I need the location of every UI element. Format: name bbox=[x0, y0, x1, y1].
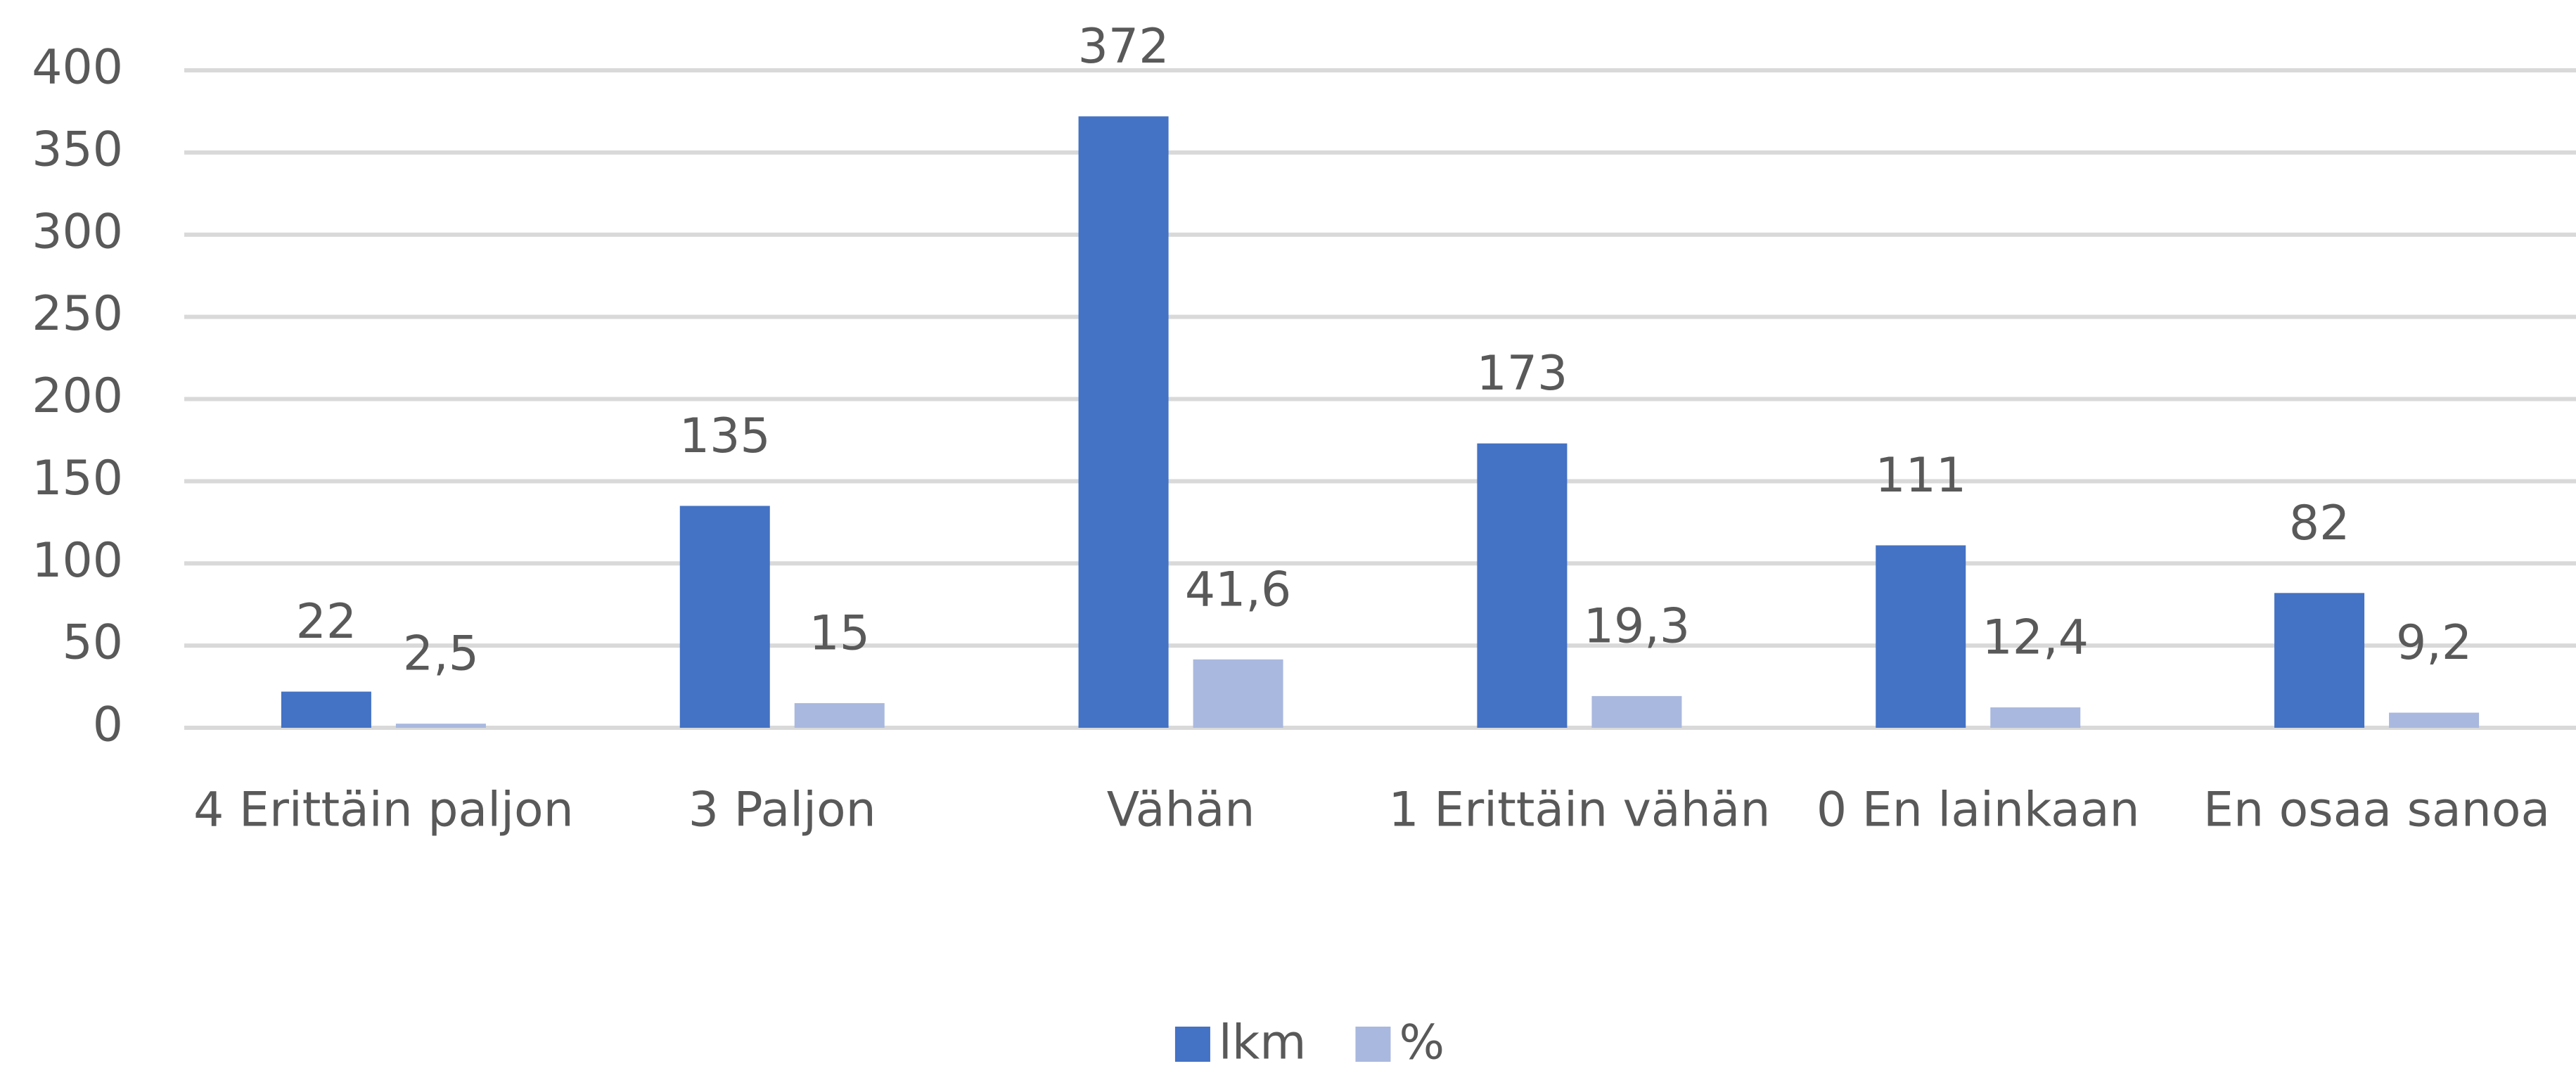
y-tick-label: 350 bbox=[32, 122, 123, 177]
bar bbox=[1078, 116, 1169, 728]
legend: lkm% bbox=[1174, 1015, 1444, 1066]
y-tick-label: 150 bbox=[32, 451, 123, 506]
y-tick-label: 250 bbox=[32, 286, 123, 342]
data-label: 111 bbox=[1875, 448, 1966, 503]
x-tick-label: 4 Erittäin paljon bbox=[193, 783, 574, 838]
y-tick-label: 200 bbox=[32, 368, 123, 424]
data-label: 9,2 bbox=[2396, 615, 2472, 671]
data-label: 82 bbox=[2289, 496, 2350, 551]
y-tick-label: 50 bbox=[62, 615, 123, 671]
bar bbox=[2389, 712, 2480, 728]
data-label: 12,4 bbox=[1982, 610, 2089, 666]
bar bbox=[2274, 593, 2365, 728]
bar bbox=[1477, 443, 1568, 728]
bar bbox=[679, 506, 770, 728]
data-label: 22 bbox=[296, 594, 357, 650]
y-tick-label: 100 bbox=[32, 533, 123, 589]
data-label: 41,6 bbox=[1185, 562, 1291, 617]
data-label: 19,3 bbox=[1584, 598, 1690, 654]
bar bbox=[1876, 545, 1966, 728]
bar bbox=[281, 691, 371, 728]
bar bbox=[395, 724, 486, 728]
x-tick-label: En osaa sanoa bbox=[2203, 783, 2550, 838]
x-tick-label: Vähän bbox=[1107, 783, 1255, 838]
legend-label: lkm bbox=[1219, 1015, 1307, 1066]
bar bbox=[1193, 659, 1283, 728]
bar bbox=[1591, 695, 1682, 728]
data-label: 15 bbox=[809, 605, 870, 661]
legend-label: % bbox=[1399, 1015, 1444, 1066]
y-tick-label: 400 bbox=[32, 40, 123, 96]
x-tick-label: 3 Paljon bbox=[688, 783, 876, 838]
y-tick-label: 300 bbox=[32, 204, 123, 259]
data-label: 173 bbox=[1477, 346, 1568, 402]
data-label: 372 bbox=[1078, 19, 1170, 75]
bar bbox=[1990, 707, 2081, 728]
bar bbox=[794, 702, 885, 728]
legend-swatch bbox=[1355, 1027, 1391, 1062]
data-label: 135 bbox=[679, 409, 771, 464]
data-label: 2,5 bbox=[403, 627, 479, 682]
y-tick-label: 0 bbox=[93, 698, 123, 753]
x-tick-label: 1 Erittäin vähän bbox=[1388, 783, 1770, 838]
x-tick-label: 0 En lainkaan bbox=[1816, 783, 2140, 838]
legend-swatch bbox=[1174, 1027, 1210, 1062]
